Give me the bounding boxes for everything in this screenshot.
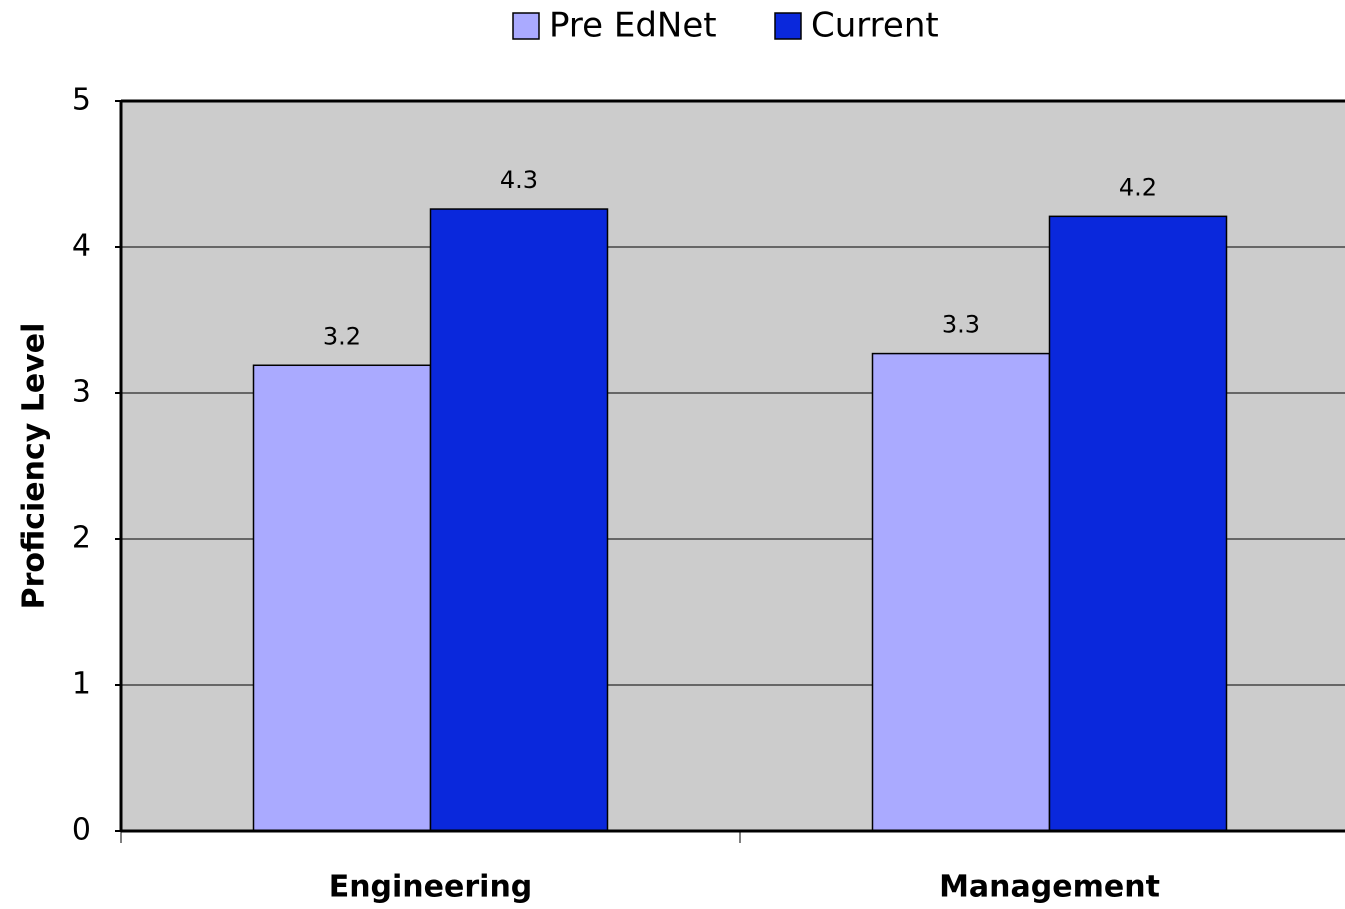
data-label: 4.2: [1119, 173, 1157, 201]
legend-swatch: [512, 12, 540, 40]
x-tick-label: Engineering: [329, 870, 533, 905]
data-label: 3.2: [323, 322, 361, 350]
y-axis-title: Proficiency Level: [17, 323, 52, 610]
y-tick-label: 4: [72, 229, 91, 264]
legend-swatch: [774, 12, 802, 40]
bar: [1048, 215, 1228, 832]
y-tick-label: 1: [72, 667, 91, 702]
legend-label: Current: [811, 6, 939, 46]
legend-label: Pre EdNet: [549, 6, 717, 46]
bar: [871, 352, 1051, 832]
y-tick-label: 5: [72, 83, 91, 118]
data-label: 3.3: [942, 311, 980, 339]
y-tick-label: 3: [72, 375, 91, 410]
data-label: 4.3: [500, 166, 538, 194]
bar: [252, 364, 432, 832]
x-tick-label: Management: [939, 870, 1160, 905]
bar: [429, 208, 609, 832]
y-tick-label: 2: [72, 521, 91, 556]
y-tick-label: 0: [72, 813, 91, 848]
